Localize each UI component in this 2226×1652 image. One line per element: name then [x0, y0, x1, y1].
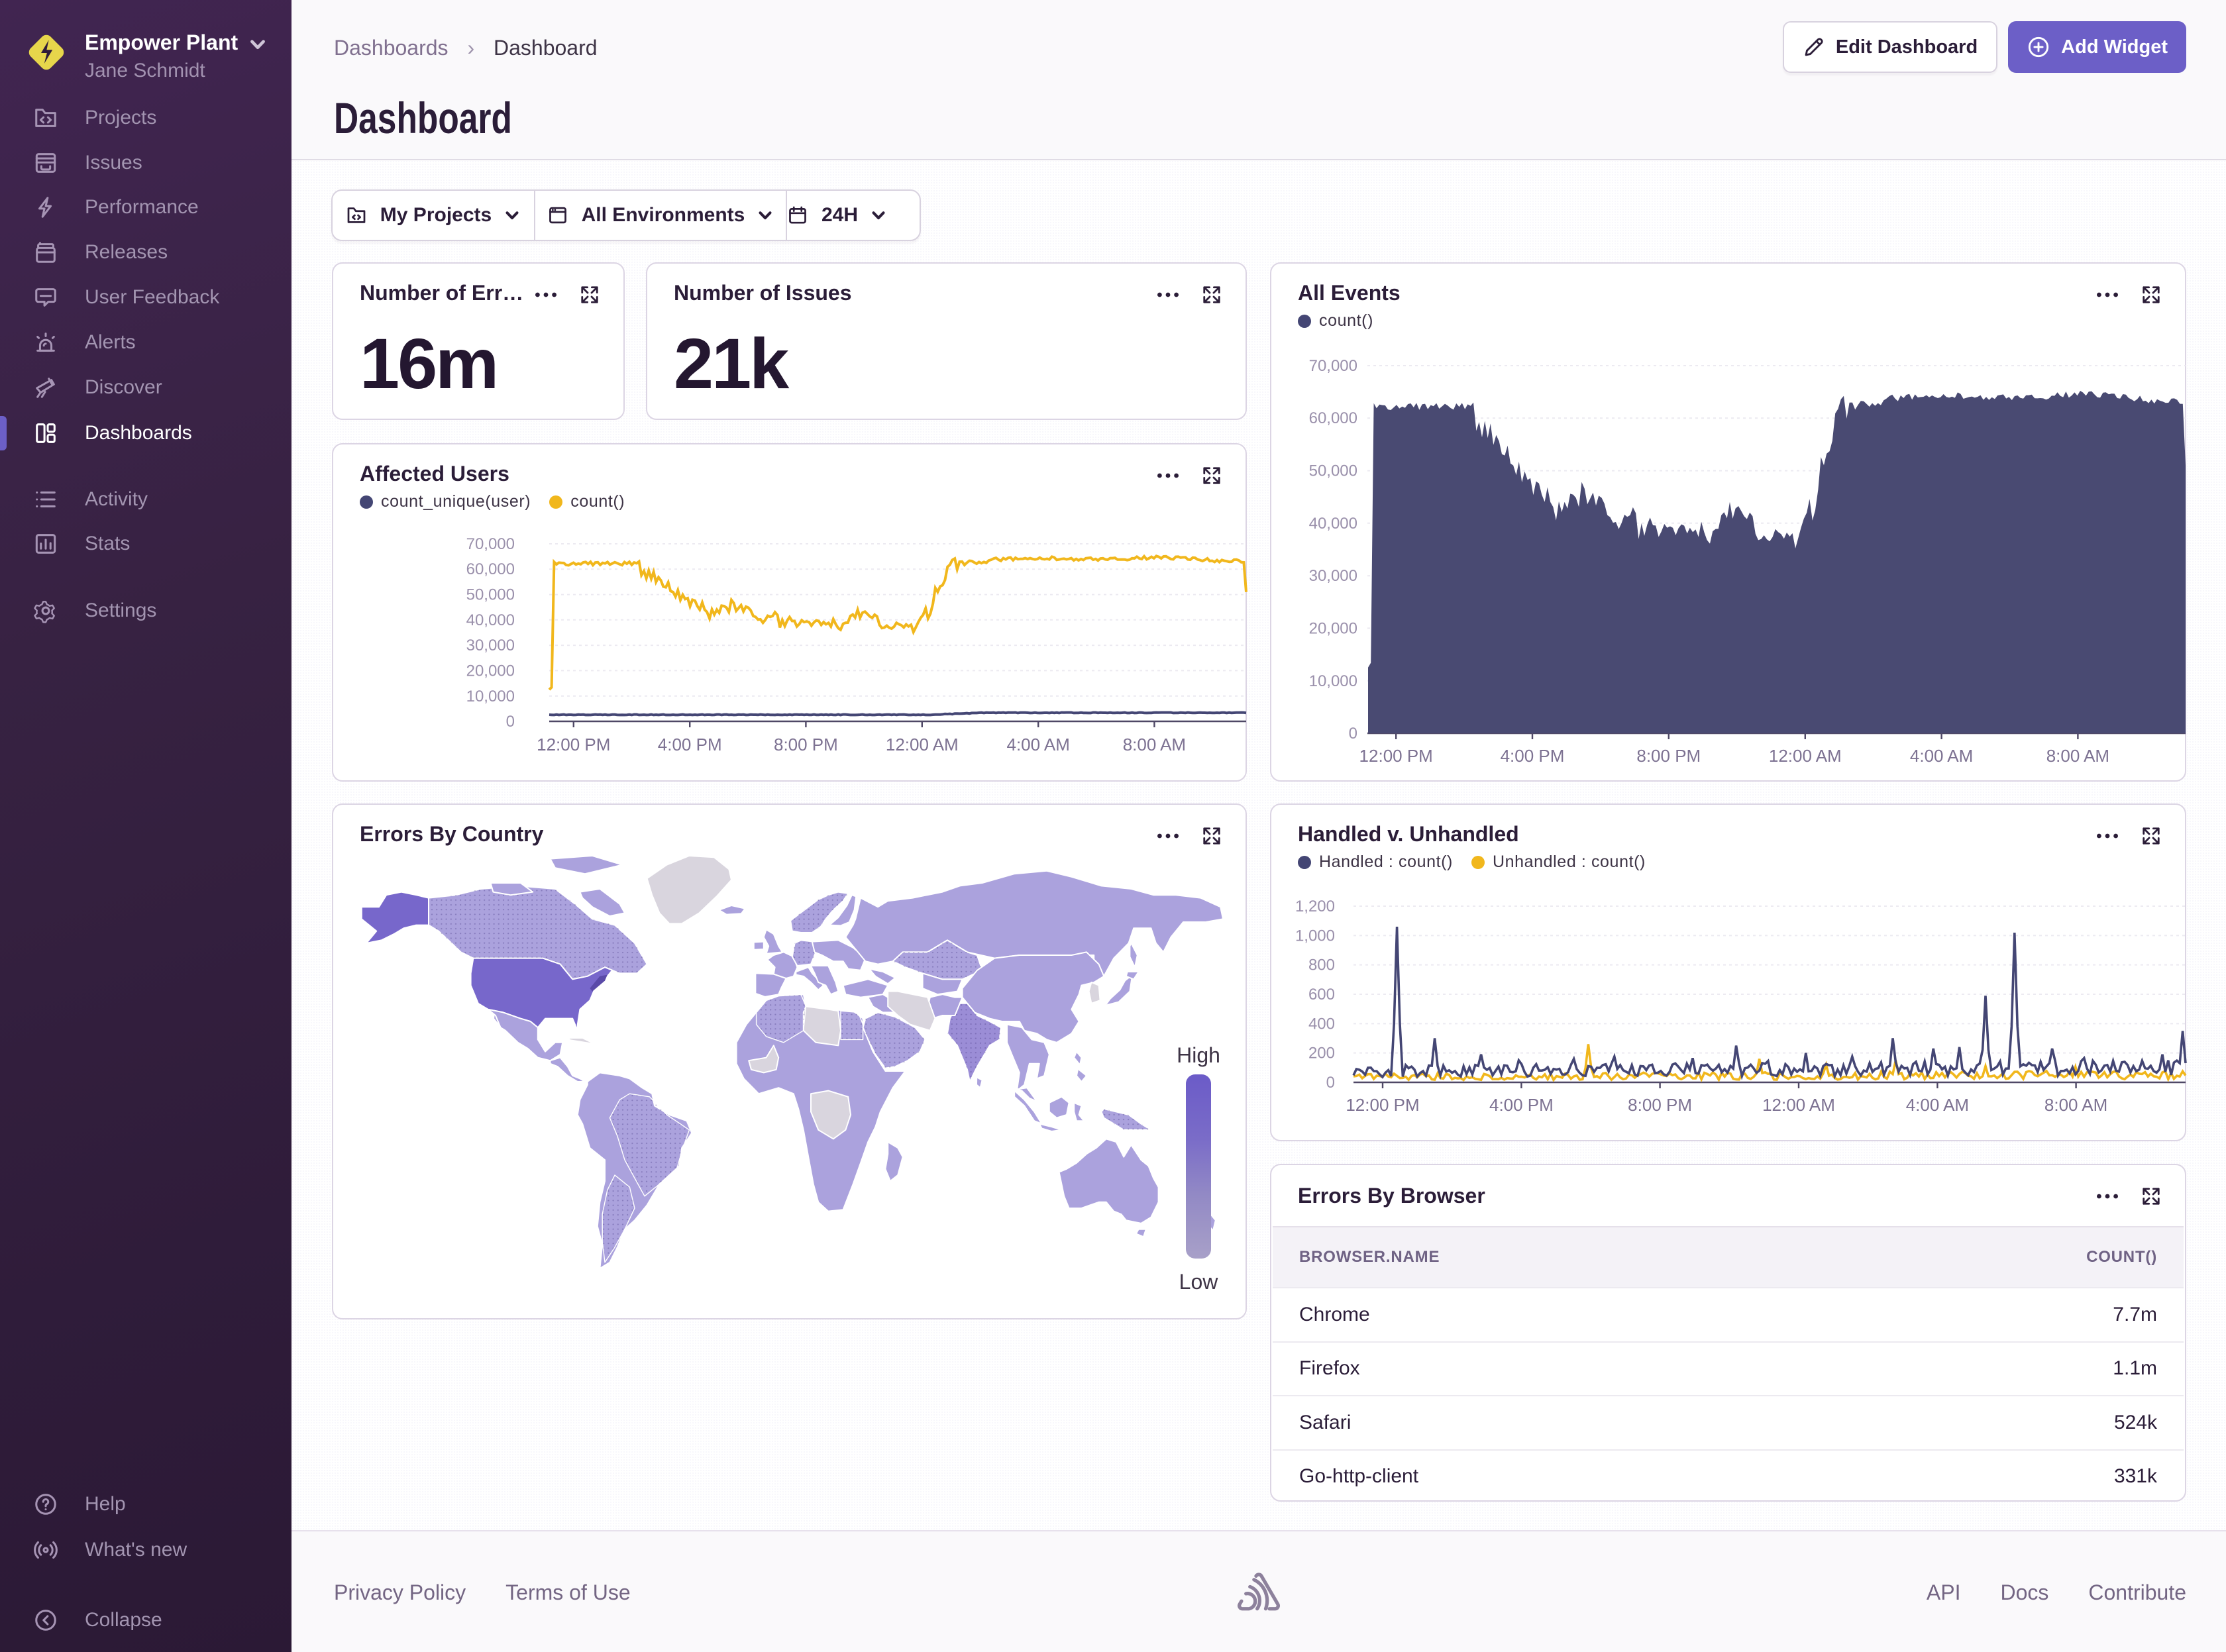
svg-text:10,000: 10,000	[1309, 672, 1357, 690]
svg-text:70,000: 70,000	[466, 535, 515, 553]
svg-text:4:00 PM: 4:00 PM	[1489, 1095, 1554, 1115]
svg-text:20,000: 20,000	[1309, 619, 1357, 637]
svg-text:1,000: 1,000	[1295, 927, 1335, 945]
svg-text:40,000: 40,000	[466, 611, 515, 629]
svg-text:200: 200	[1308, 1045, 1335, 1062]
svg-text:12:00 AM: 12:00 AM	[886, 735, 959, 754]
svg-text:4:00 AM: 4:00 AM	[1910, 746, 1973, 766]
svg-text:12:00 PM: 12:00 PM	[1346, 1095, 1419, 1115]
svg-text:70,000: 70,000	[1309, 357, 1357, 375]
svg-text:8:00 PM: 8:00 PM	[1636, 746, 1701, 766]
svg-text:40,000: 40,000	[1309, 515, 1357, 533]
svg-text:50,000: 50,000	[1309, 462, 1357, 480]
svg-text:4:00 AM: 4:00 AM	[1006, 735, 1069, 754]
svg-text:600: 600	[1308, 986, 1335, 1004]
svg-text:8:00 PM: 8:00 PM	[774, 735, 838, 754]
svg-text:60,000: 60,000	[1309, 409, 1357, 427]
svg-text:8:00 AM: 8:00 AM	[2044, 1095, 2107, 1115]
svg-text:30,000: 30,000	[466, 637, 515, 654]
svg-text:60,000: 60,000	[466, 560, 515, 578]
svg-text:0: 0	[1349, 725, 1357, 743]
svg-text:4:00 AM: 4:00 AM	[1906, 1095, 1969, 1115]
svg-text:30,000: 30,000	[1309, 567, 1357, 585]
svg-text:4:00 PM: 4:00 PM	[1501, 746, 1565, 766]
svg-text:8:00 AM: 8:00 AM	[1123, 735, 1186, 754]
svg-text:12:00 PM: 12:00 PM	[537, 735, 610, 754]
svg-text:0: 0	[506, 713, 515, 731]
svg-text:10,000: 10,000	[466, 688, 515, 705]
svg-text:50,000: 50,000	[466, 586, 515, 604]
svg-text:0: 0	[1326, 1074, 1335, 1092]
svg-text:4:00 PM: 4:00 PM	[658, 735, 722, 754]
svg-text:8:00 PM: 8:00 PM	[1628, 1095, 1692, 1115]
svg-text:8:00 AM: 8:00 AM	[2046, 746, 2109, 766]
svg-text:12:00 AM: 12:00 AM	[1762, 1095, 1835, 1115]
svg-text:12:00 PM: 12:00 PM	[1359, 746, 1433, 766]
svg-text:1,200: 1,200	[1295, 898, 1335, 915]
svg-text:800: 800	[1308, 956, 1335, 974]
svg-text:12:00 AM: 12:00 AM	[1769, 746, 1842, 766]
svg-text:20,000: 20,000	[466, 662, 515, 680]
svg-text:400: 400	[1308, 1015, 1335, 1033]
